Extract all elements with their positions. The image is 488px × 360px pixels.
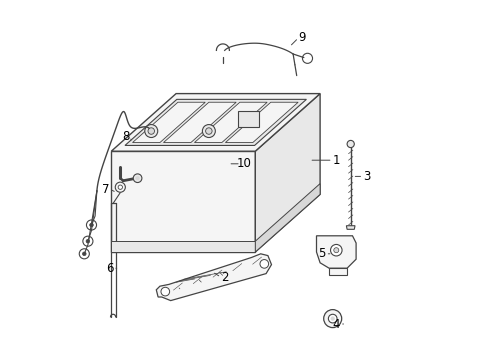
Circle shape (328, 314, 336, 323)
Polygon shape (111, 94, 320, 151)
Text: 8: 8 (122, 130, 129, 143)
Polygon shape (225, 102, 298, 143)
Polygon shape (132, 102, 205, 143)
Text: 5: 5 (318, 247, 325, 260)
Polygon shape (163, 102, 236, 143)
Polygon shape (316, 236, 355, 268)
Circle shape (323, 310, 341, 328)
Text: 1: 1 (332, 154, 339, 167)
Polygon shape (111, 241, 255, 252)
Circle shape (136, 176, 139, 180)
Circle shape (333, 248, 338, 253)
Text: 10: 10 (237, 157, 251, 170)
Circle shape (144, 125, 158, 138)
Circle shape (346, 140, 354, 148)
Circle shape (118, 185, 122, 189)
Polygon shape (346, 226, 354, 229)
Polygon shape (111, 151, 255, 252)
Polygon shape (255, 94, 320, 252)
Polygon shape (237, 111, 259, 127)
Text: 6: 6 (105, 262, 113, 275)
Circle shape (86, 239, 89, 243)
Circle shape (330, 317, 334, 320)
Text: 9: 9 (298, 31, 305, 44)
Text: 3: 3 (363, 170, 370, 183)
Polygon shape (255, 184, 320, 252)
Polygon shape (328, 268, 346, 275)
Circle shape (202, 125, 215, 138)
Circle shape (82, 252, 86, 256)
Circle shape (260, 260, 268, 268)
Circle shape (161, 287, 169, 296)
Circle shape (115, 182, 125, 192)
Circle shape (148, 128, 154, 134)
Circle shape (89, 223, 93, 227)
Text: 2: 2 (221, 271, 228, 284)
Circle shape (205, 128, 212, 134)
Text: 4: 4 (332, 318, 339, 330)
Circle shape (133, 174, 142, 183)
Polygon shape (156, 254, 271, 301)
Polygon shape (194, 102, 266, 143)
Circle shape (330, 244, 342, 256)
Polygon shape (125, 99, 306, 145)
Text: 7: 7 (102, 183, 109, 195)
